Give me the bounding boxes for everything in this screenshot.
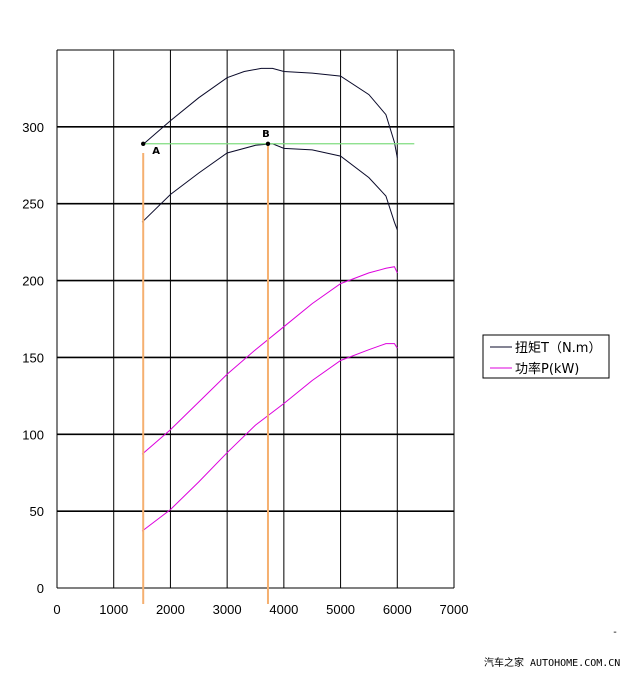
footer-dash: - [612,627,618,638]
y-tick-label: 200 [22,274,44,289]
marker-A-label: A [152,146,160,157]
marker-B-point [265,141,271,146]
legend-label-torque: 扭矩T（N.m） [515,341,601,356]
grid [56,49,455,589]
series-line-2 [141,143,398,230]
legend-box [482,334,610,379]
x-tick-label: 2000 [156,602,185,617]
annotation-layer: AB [141,129,415,604]
x-tick-label: 4000 [269,602,298,617]
legend: 扭矩T（N.m） 功率P(kW) [482,334,610,379]
x-tick-label: 6000 [383,602,412,617]
x-tick-label: 5000 [326,602,355,617]
series-line-1 [141,67,398,158]
x-tick-label: 7000 [440,602,469,617]
footer-watermark: 汽车之家 AUTOHOME.COM.CN [484,656,620,669]
x-tick-label: 3000 [213,602,242,617]
series-line-3 [141,266,398,455]
y-tick-label: 50 [30,504,44,519]
x-tick-label: 0 [53,602,60,617]
series-line-4 [141,343,398,532]
marker-A-point [141,141,146,146]
y-tick-label: 0 [37,581,44,596]
x-tick-label: 1000 [99,602,128,617]
marker-B-label: B [262,129,270,140]
y-tick-label: 300 [22,120,44,135]
series-layer [141,67,398,532]
axis-labels: 0 1000 2000 3000 4000 5000 6000 7000 0 50 100 150 20… [22,120,468,617]
legend-label-power: 功率P(kW) [515,361,579,377]
y-tick-label: 150 [22,350,44,365]
y-tick-label: 250 [22,197,44,212]
y-tick-label: 100 [22,427,44,442]
